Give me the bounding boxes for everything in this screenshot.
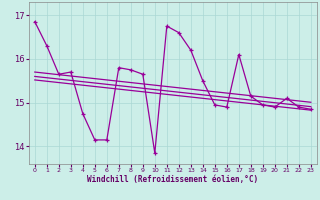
X-axis label: Windchill (Refroidissement éolien,°C): Windchill (Refroidissement éolien,°C) [87,175,258,184]
